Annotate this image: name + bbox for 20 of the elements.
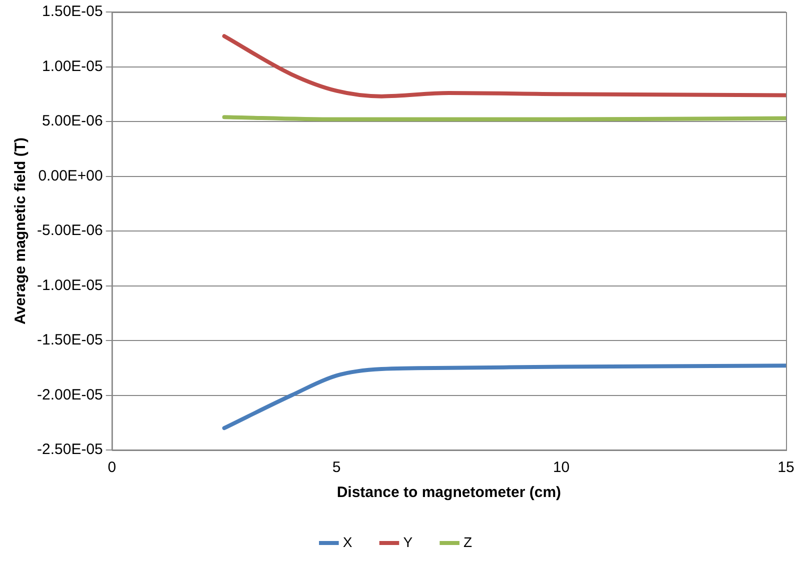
y-tick-label: 5.00E-06 — [42, 112, 103, 130]
legend-label: X — [342, 534, 353, 550]
x-tick-label: 15 — [778, 459, 794, 476]
legend-label: Z — [464, 534, 473, 550]
y-tick-label: -1.00E-05 — [37, 276, 103, 294]
line-series — [222, 364, 786, 430]
x-tick-label: 5 — [332, 459, 341, 476]
x-axis-title: Distance to magnetometer (cm) — [336, 484, 562, 502]
legend-label: Y — [403, 534, 414, 550]
y-tick-label: 1.50E-05 — [42, 3, 103, 20]
y-tick-label: -2.50E-05 — [37, 441, 103, 458]
x-tick-label: 0 — [108, 459, 116, 476]
y-axis-title: Average magnetic field (T) — [12, 138, 30, 324]
x-tick-label: 10 — [552, 459, 570, 476]
y-tick-label: -2.00E-05 — [37, 386, 103, 404]
y-tick-label: 1.00E-05 — [42, 58, 103, 75]
y-tick-label: -1.50E-05 — [37, 332, 103, 349]
line-series — [222, 34, 786, 98]
y-tick-label: 0.00E+00 — [38, 167, 103, 184]
y-tick-label: -5.00E-06 — [37, 222, 103, 240]
